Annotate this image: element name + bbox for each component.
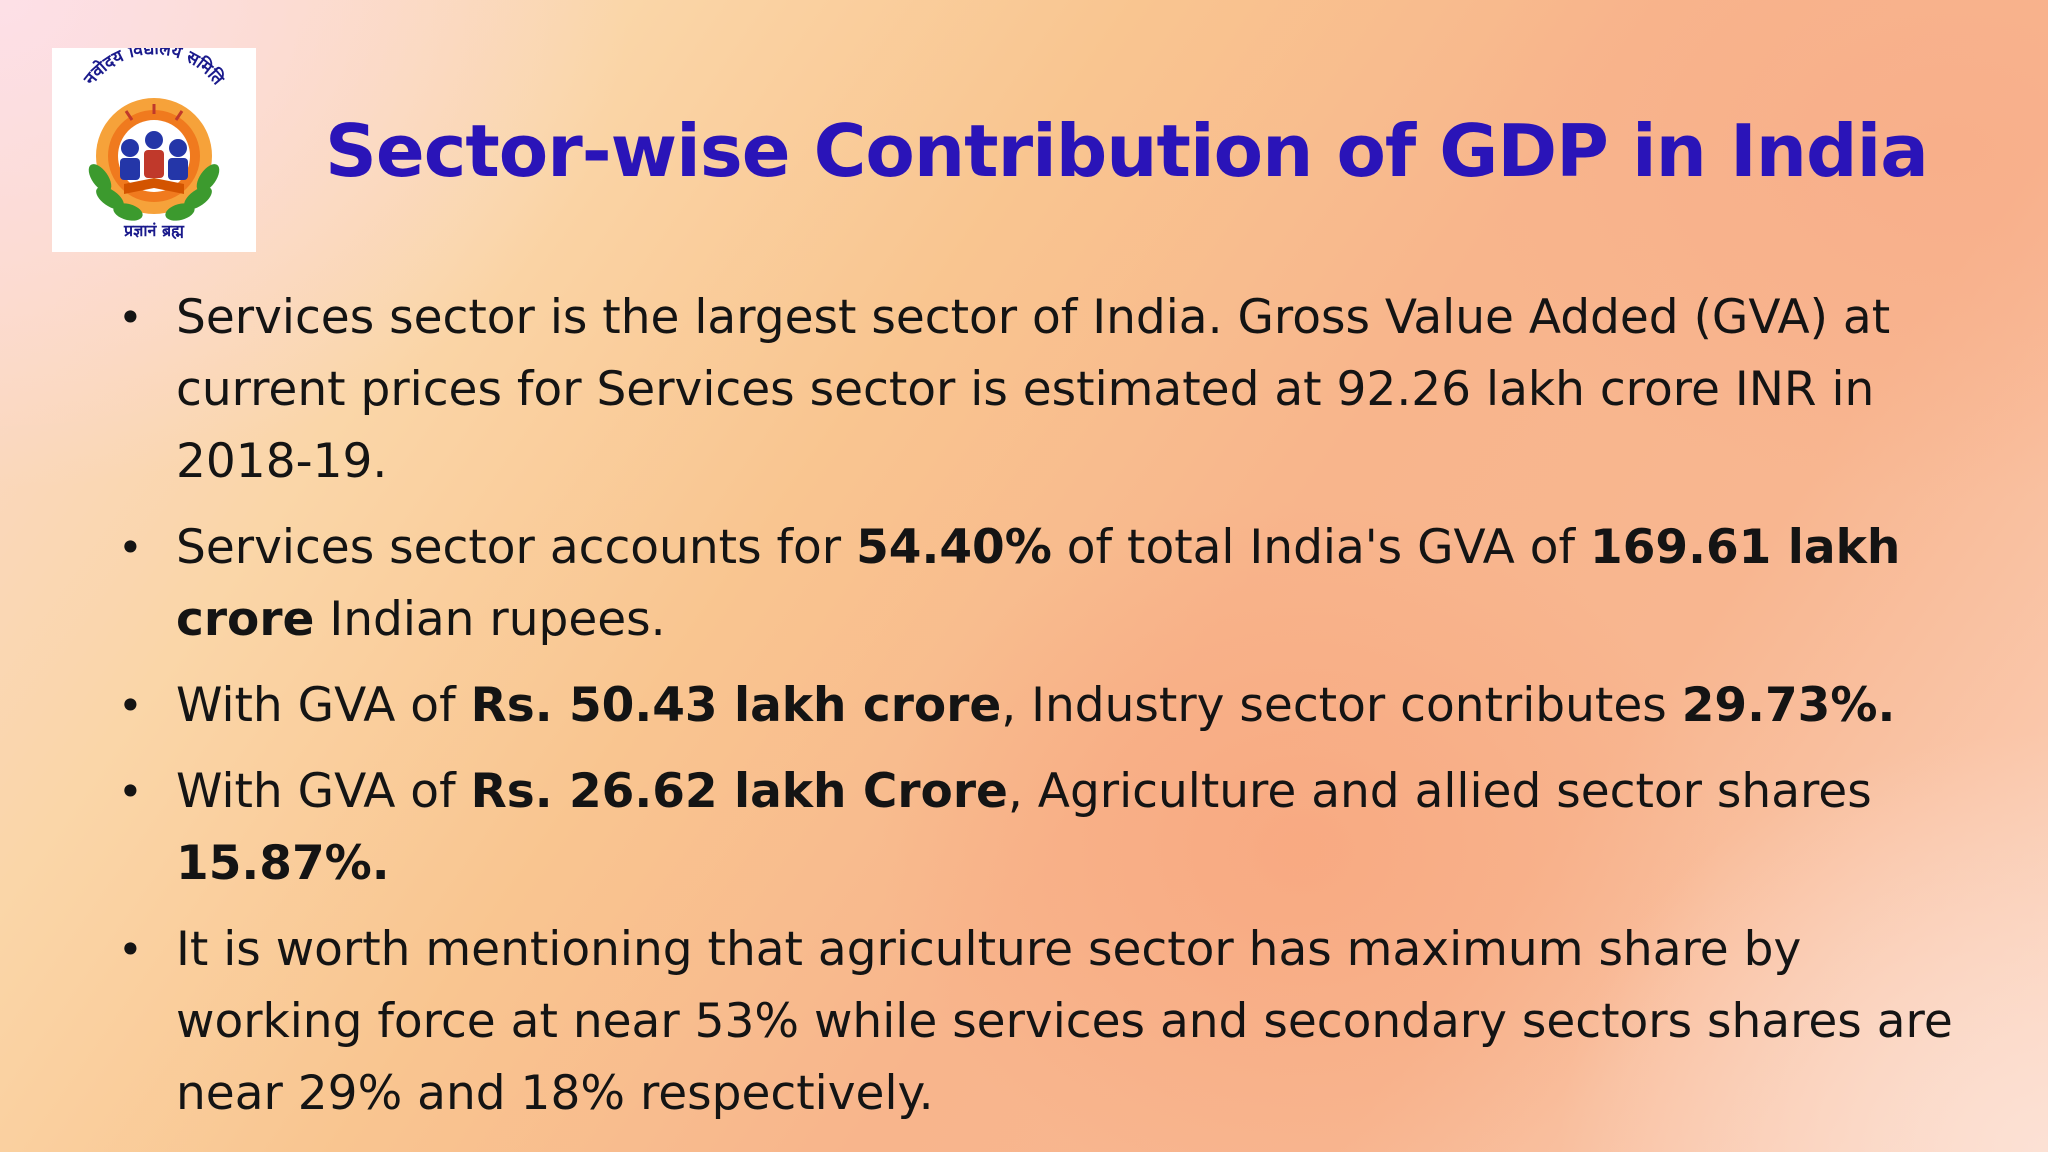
bullet-emphasis: 54.40% bbox=[856, 520, 1052, 575]
bullet-text: It is worth mentioning that agriculture … bbox=[176, 922, 1953, 1121]
bullet-text: of total India's GVA of bbox=[1051, 520, 1591, 575]
logo-emblem-icon: नवोदय विद्यालय समिति bbox=[80, 48, 230, 240]
bullet-text: With GVA of bbox=[176, 678, 471, 733]
bullet-dot-icon: • bbox=[118, 293, 143, 342]
bullet-text: Services sector is the largest sector of… bbox=[176, 290, 1891, 489]
bullet-dot-icon: • bbox=[118, 681, 143, 730]
bullet-text: Services sector accounts for bbox=[176, 520, 857, 575]
bullet-emphasis: 29.73%. bbox=[1681, 678, 1896, 733]
organization-logo: नवोदय विद्यालय समिति bbox=[52, 48, 256, 252]
bullet-item-agriculture: • With GVA of Rs. 26.62 lakh Crore, Agri… bbox=[112, 756, 1972, 900]
bullet-dot-icon: • bbox=[118, 523, 143, 572]
bullet-emphasis: Rs. 50.43 lakh crore bbox=[470, 678, 1002, 733]
bullet-text: , Industry sector contributes bbox=[1001, 678, 1682, 733]
bullet-dot-icon: • bbox=[118, 767, 143, 816]
bullet-item-services-largest: • Services sector is the largest sector … bbox=[112, 282, 1972, 498]
bullet-emphasis: 169.61 lakh crore bbox=[176, 520, 1901, 647]
bullet-item-services-share: • Services sector accounts for 54.40% of… bbox=[112, 512, 1972, 656]
bullet-emphasis: 15.87%. bbox=[176, 836, 390, 891]
bullet-emphasis: Rs. 26.62 lakh Crore bbox=[470, 764, 1008, 819]
slide-title: Sector-wise Contribution of GDP in India bbox=[325, 109, 1929, 193]
bullet-text: Indian rupees. bbox=[314, 592, 666, 647]
bullet-item-working-force: • It is worth mentioning that agricultur… bbox=[112, 914, 1972, 1130]
logo-top-text: नवोदय विद्यालय समिति bbox=[80, 48, 230, 90]
bullet-list: • Services sector is the largest sector … bbox=[112, 282, 1972, 1144]
bullet-text: With GVA of bbox=[176, 764, 471, 819]
bullet-dot-icon: • bbox=[118, 925, 143, 974]
logo-bottom-text: प्रज्ञानं ब्रह्म bbox=[123, 221, 185, 240]
bullet-text: , Agriculture and allied sector shares bbox=[1007, 764, 1872, 819]
bullet-item-industry: • With GVA of Rs. 50.43 lakh crore, Indu… bbox=[112, 670, 1972, 742]
